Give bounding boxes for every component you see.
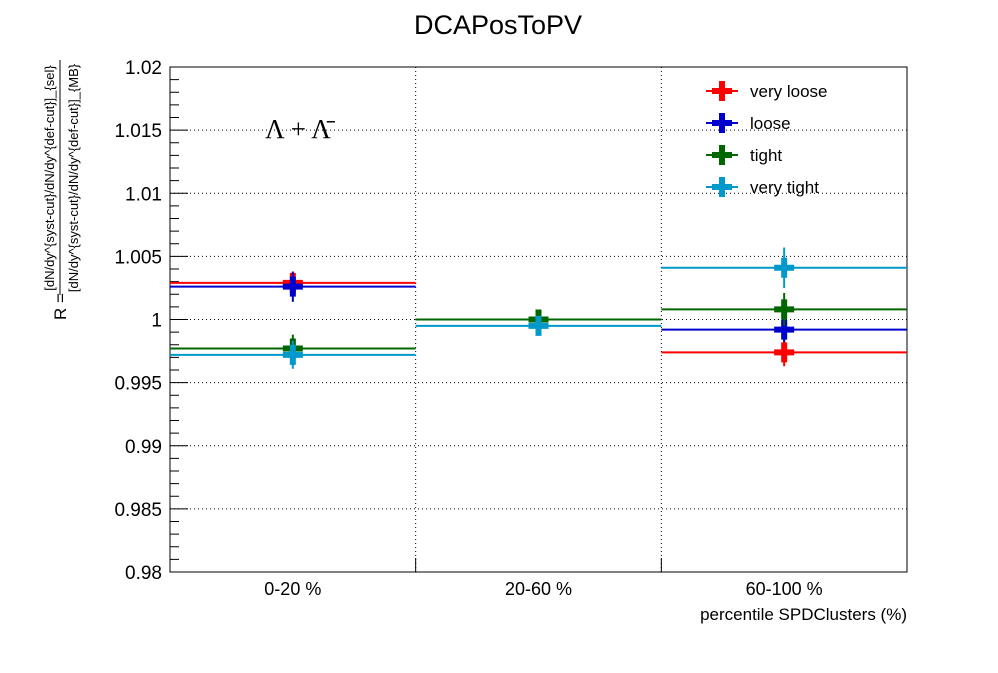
- y-tick-label: 1.015: [114, 121, 162, 142]
- y-axis-label-prefix: R =: [51, 293, 70, 320]
- legend-label-very-loose: very loose: [750, 82, 827, 101]
- series-point-loose: [282, 276, 303, 297]
- y-tick-label: 0.995: [114, 374, 162, 395]
- y-tick-label: 1.005: [114, 247, 162, 268]
- series-point-very-tight: [282, 344, 303, 365]
- y-axis-label: R = [dN/dy^{syst-cut}/dN/dy^{def-cut}]_{…: [42, 60, 81, 320]
- y-axis-label-numerator: [dN/dy^{syst-cut}/dN/dy^{def-cut}]_{sel}: [42, 65, 57, 291]
- legend: very loose loose tight very tight: [706, 81, 827, 197]
- legend-marker-very-tight: [712, 177, 732, 197]
- y-tick-label: 0.99: [125, 437, 162, 458]
- legend-label-very-tight: very tight: [750, 178, 819, 197]
- legend-marker-tight: [712, 145, 732, 165]
- series-point-very-tight: [528, 315, 549, 336]
- y-axis-label-denominator: [dN/dy^{syst-cut}/dN/dy^{def-cut}]_{MB}: [66, 63, 81, 292]
- x-tick-label: 20-60 %: [505, 579, 572, 599]
- y-tick-label: 0.985: [114, 500, 162, 521]
- x-axis-label: percentile SPDClusters (%): [700, 605, 907, 624]
- legend-marker-loose: [712, 113, 732, 133]
- chart-annotation: Λ + Λ̄: [265, 114, 336, 144]
- series-point-tight: [774, 299, 795, 320]
- x-tick-label: 60-100 %: [746, 579, 823, 599]
- y-tick-label: 1.02: [125, 58, 162, 79]
- chart-title: DCAPosToPV: [414, 10, 582, 40]
- y-tick-label: 0.98: [125, 563, 162, 584]
- plot-area: 0.98 0.985 0.99 0.995 1 1.005 1.01 1.015 1.02 0-2…: [114, 58, 908, 599]
- series-point-very-tight: [774, 257, 795, 278]
- series-point-very-loose: [774, 342, 795, 363]
- y-tick-label: 1: [151, 311, 162, 332]
- y-tick-label: 1.01: [125, 184, 162, 205]
- legend-label-tight: tight: [750, 146, 782, 165]
- legend-label-loose: loose: [750, 114, 791, 133]
- legend-marker-very-loose: [712, 81, 732, 101]
- x-tick-label: 0-20 %: [264, 579, 321, 599]
